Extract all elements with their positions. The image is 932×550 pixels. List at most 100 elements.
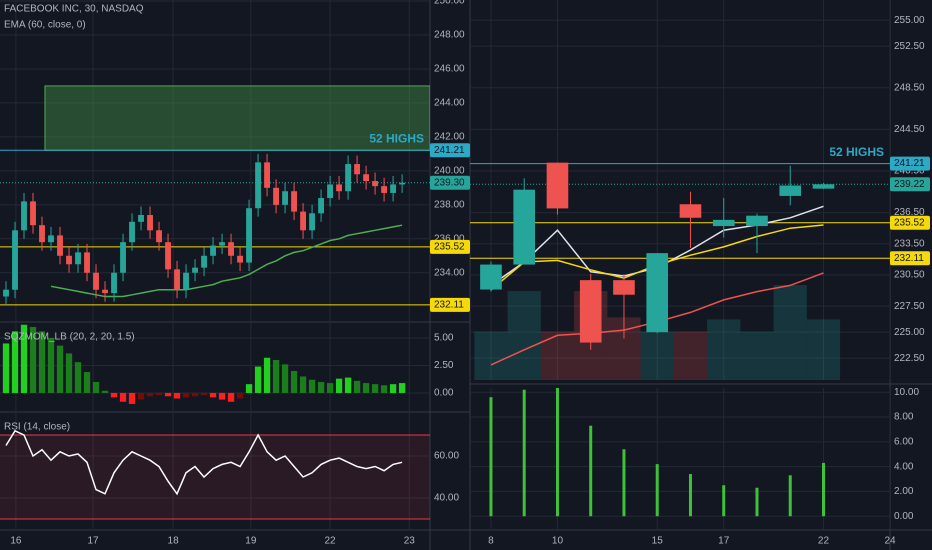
bar [335, 378, 343, 393]
panel-title: FACEBOOK INC, 30, NASDAQ [4, 4, 144, 15]
bar [362, 383, 370, 393]
level-tag [430, 297, 470, 312]
y-tick-label: 230.50 [894, 270, 925, 281]
candle-body [264, 162, 270, 188]
plot-area [470, 388, 890, 530]
y-tick-label: 234.00 [434, 267, 465, 278]
candle-body [345, 164, 352, 192]
candle-body [300, 211, 306, 231]
bar [389, 384, 397, 393]
volume-bar [740, 331, 774, 380]
candle-body [183, 272, 189, 290]
bar [227, 392, 235, 402]
band-fill [0, 434, 430, 519]
level-label: 241.21 [894, 158, 925, 169]
bar [65, 353, 73, 393]
panel: 257.50255.00252.50248.50244.50240.50236.… [470, 0, 930, 380]
y-tick-label: 222.50 [894, 353, 925, 364]
bar [821, 462, 825, 517]
candle-body [579, 280, 602, 343]
panel-title: SQZMOM_LB (20, 2, 20, 1.5) [4, 332, 135, 343]
candle-body [336, 184, 343, 192]
bar [272, 359, 280, 393]
y-tick-label: 40.00 [434, 493, 459, 504]
candle-body [93, 272, 99, 290]
candle-body [102, 289, 108, 294]
annotation: 52 HIGHS [369, 131, 424, 145]
level-label: 241.21 [434, 145, 465, 156]
candle-body [679, 204, 702, 218]
bar [308, 379, 316, 393]
line-series [50, 224, 403, 298]
bar [290, 370, 298, 393]
candle-body [120, 242, 126, 273]
panel-title: RSI (14, close) [4, 422, 70, 433]
candle-body [712, 219, 735, 227]
y-tick-label: 60.00 [434, 451, 459, 462]
candle-body [165, 242, 171, 270]
y-tick-label: 2.00 [894, 486, 914, 497]
candle-body [812, 184, 835, 189]
volume-bar [640, 331, 674, 380]
bar [209, 392, 217, 398]
candle-body [513, 189, 536, 265]
level-tag [430, 143, 470, 158]
x-tick-label: 8 [488, 536, 494, 547]
x-tick-label: 22 [325, 536, 337, 547]
level-label: 235.52 [434, 242, 465, 253]
bar [254, 366, 262, 393]
bar [101, 390, 109, 393]
bar [380, 385, 388, 393]
bar [236, 392, 244, 399]
candle-body [192, 267, 198, 273]
volume-bar [773, 285, 807, 380]
volume-bar [474, 331, 508, 380]
y-tick-label: 10.00 [894, 387, 919, 398]
candle-body [779, 185, 802, 196]
bar [146, 392, 154, 397]
bar [173, 392, 181, 399]
bar [20, 324, 28, 393]
bar [299, 376, 307, 393]
zone [44, 85, 430, 151]
bar [688, 474, 692, 517]
y-tick-label: 225.00 [894, 327, 925, 338]
bar [522, 389, 526, 517]
y-tick-label: 4.00 [894, 461, 914, 472]
candle-body [219, 242, 225, 246]
candle-body [372, 181, 379, 187]
candle-body [111, 272, 117, 294]
bar [119, 392, 127, 402]
y-tick-label: 236.00 [434, 233, 465, 244]
level-label: 235.52 [894, 217, 925, 228]
x-tick-label: 23 [404, 536, 416, 547]
candle-body [84, 252, 90, 273]
candle-body [318, 198, 325, 214]
plot-area [0, 0, 430, 322]
plot-area [0, 412, 430, 530]
candle-body [255, 162, 261, 209]
candle-body [129, 221, 135, 243]
x-tick-label: 10 [552, 536, 564, 547]
bar [200, 392, 208, 396]
y-tick-label: 248.00 [434, 30, 465, 41]
bar [245, 384, 253, 393]
level-label: 239.22 [894, 179, 925, 190]
bar [182, 392, 190, 398]
candle-body [12, 230, 18, 290]
bar [137, 392, 145, 400]
bar [11, 331, 19, 393]
y-tick-label: 8.00 [894, 412, 914, 423]
bar [83, 372, 91, 393]
bar [29, 326, 37, 393]
y-tick-label: 6.00 [894, 436, 914, 447]
y-tick-label: 244.00 [434, 98, 465, 109]
candle-body [646, 253, 669, 333]
bar [398, 383, 406, 393]
bar [555, 388, 559, 517]
bar [263, 357, 271, 393]
candle-body [399, 182, 406, 185]
volume-bar [673, 331, 708, 380]
x-tick-label: 18 [168, 536, 180, 547]
level-tag [890, 156, 930, 171]
